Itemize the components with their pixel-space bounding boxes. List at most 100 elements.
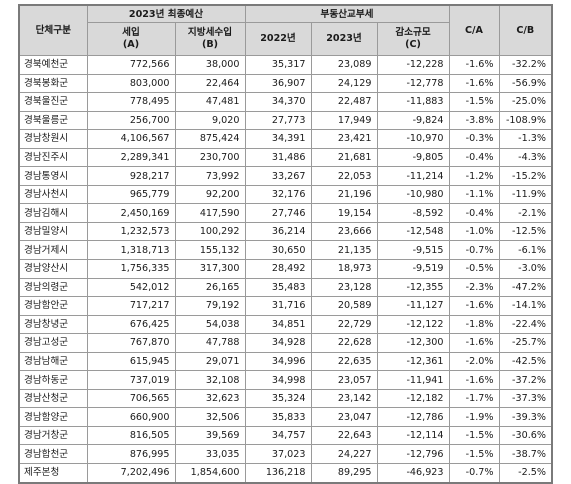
cell-2023: 23,666 (310, 221, 378, 242)
table-row: 경남산청군 706,565 32,623 35,324 23,142 -12,182 -1.… (18, 388, 553, 409)
cell-2022: 34,928 (244, 333, 312, 353)
cell-decrease: -11,941 (376, 370, 450, 390)
cell-cb: -14.1% (498, 296, 553, 316)
cell-2022: 34,996 (244, 351, 312, 372)
cell-revenue: 7,202,496 (86, 463, 176, 484)
row-name: 경남의령군 (18, 277, 88, 298)
table-row: 경남사천시 965,779 92,200 32,176 21,196 -10,980 -1.… (18, 184, 553, 205)
cell-2022: 34,998 (244, 370, 312, 390)
table-row: 경남거제시 1,318,713 155,132 30,650 21,135 -9,515-… (18, 240, 553, 261)
cell-decrease: -12,355 (376, 277, 450, 298)
cell-local-tax: 317,300 (174, 259, 246, 279)
cell-revenue: 1,232,573 (86, 221, 176, 242)
table-row: 경남창녕군 676,425 54,038 34,851 22,729 -12,122 -1.… (18, 314, 553, 335)
cell-ca: -0.3% (448, 129, 500, 149)
cell-decrease: -12,300 (376, 333, 450, 353)
cell-decrease: -12,114 (376, 425, 450, 446)
cell-local-tax: 79,192 (174, 296, 246, 316)
cell-cb: -56.9% (498, 73, 553, 94)
table-row: 경남김해시 2,450,169 417,590 27,746 19,154 -8,592-… (18, 203, 553, 223)
cell-decrease: -12,122 (376, 314, 450, 335)
cell-decrease: -12,182 (376, 388, 450, 409)
cell-cb: -47.2% (498, 277, 553, 298)
cell-local-tax: 47,481 (174, 92, 246, 112)
table-row: 경남함양군 660,900 32,506 35,833 23,047 -12,786 -1.… (18, 407, 553, 427)
row-name: 경남김해시 (18, 203, 88, 223)
cell-decrease: -12,778 (376, 73, 450, 94)
cell-decrease: -12,361 (376, 351, 450, 372)
cell-ca: -0.7% (448, 240, 500, 261)
cell-revenue: 1,756,335 (86, 259, 176, 279)
cell-decrease: -10,980 (376, 184, 450, 205)
cell-ca: -1.0% (448, 221, 500, 242)
table-row: 경남고성군 767,870 47,788 34,928 22,628 -12,300 -1.… (18, 333, 553, 353)
cell-decrease: -9,805 (376, 147, 450, 168)
table-row: 경남통영시 928,217 73,992 33,267 22,053 -11,214 -1.… (18, 166, 553, 186)
cell-ca: -0.4% (448, 203, 500, 223)
cell-local-tax: 875,424 (174, 129, 246, 149)
row-name: 제주본청 (18, 463, 88, 484)
cell-revenue: 816,505 (86, 425, 176, 446)
cell-local-tax: 100,292 (174, 221, 246, 242)
cell-2023: 22,635 (310, 351, 378, 372)
table-row: 경남함안군 717,217 79,192 31,716 20,589 -11,127 -1.… (18, 296, 553, 316)
cell-ca: -1.6% (448, 73, 500, 94)
cell-ca: -3.8% (448, 110, 500, 131)
cell-ca: -1.1% (448, 184, 500, 205)
cell-revenue: 615,945 (86, 351, 176, 372)
cell-revenue: 256,700 (86, 110, 176, 131)
cell-ca: -1.6% (448, 55, 500, 75)
table-row: 경남거창군 816,505 39,569 34,757 22,643 -12,114 -1.… (18, 425, 553, 446)
cell-2022: 37,023 (244, 444, 312, 465)
cell-ca: -0.5% (448, 259, 500, 279)
cell-2023: 23,142 (310, 388, 378, 409)
cell-cb: -39.3% (498, 407, 553, 427)
header-2023: 2023년 (310, 22, 378, 56)
cell-decrease: -11,127 (376, 296, 450, 316)
cell-local-tax: 73,992 (174, 166, 246, 186)
cell-2022: 30,650 (244, 240, 312, 261)
cell-2022: 35,483 (244, 277, 312, 298)
cell-cb: -6.1% (498, 240, 553, 261)
cell-cb: -22.4% (498, 314, 553, 335)
cell-2023: 21,681 (310, 147, 378, 168)
cell-2022: 31,716 (244, 296, 312, 316)
cell-2023: 23,057 (310, 370, 378, 390)
cell-2023: 20,589 (310, 296, 378, 316)
cell-ca: -1.8% (448, 314, 500, 335)
cell-cb: -1.3% (498, 129, 553, 149)
cell-2023: 22,729 (310, 314, 378, 335)
cell-local-tax: 47,788 (174, 333, 246, 353)
cell-2022: 35,317 (244, 55, 312, 75)
table-row: 경북봉화군 803,000 22,464 36,907 24,129 -12,778 -1.… (18, 73, 553, 94)
table-row: 경남양산시 1,756,335 317,300 28,492 18,973 -9,519-… (18, 259, 553, 279)
cell-revenue: 737,019 (86, 370, 176, 390)
row-name: 경남하동군 (18, 370, 88, 390)
cell-2022: 136,218 (244, 463, 312, 484)
table-row: 경북예천군 772,566 38,000 35,317 23,089 -12,228 -1.… (18, 55, 553, 75)
cell-local-tax: 1,854,600 (174, 463, 246, 484)
row-name: 경남함양군 (18, 407, 88, 427)
cell-revenue: 965,779 (86, 184, 176, 205)
cell-revenue: 706,565 (86, 388, 176, 409)
cell-2023: 89,295 (310, 463, 378, 484)
cell-local-tax: 22,464 (174, 73, 246, 94)
cell-cb: -32.2% (498, 55, 553, 75)
cell-local-tax: 9,020 (174, 110, 246, 131)
cell-cb: -30.6% (498, 425, 553, 446)
cell-2023: 23,089 (310, 55, 378, 75)
cell-2023: 22,643 (310, 425, 378, 446)
row-name: 경남고성군 (18, 333, 88, 353)
cell-cb: -2.1% (498, 203, 553, 223)
cell-2023: 22,487 (310, 92, 378, 112)
header-revenue: 세입 (A) (86, 22, 176, 56)
cell-2022: 34,851 (244, 314, 312, 335)
cell-2022: 27,746 (244, 203, 312, 223)
row-name: 경남거제시 (18, 240, 88, 261)
cell-2023: 23,128 (310, 277, 378, 298)
header-2022: 2022년 (244, 22, 312, 56)
cell-2023: 21,196 (310, 184, 378, 205)
cell-local-tax: 32,506 (174, 407, 246, 427)
cell-2022: 36,907 (244, 73, 312, 94)
table-row: 경남하동군 737,019 32,108 34,998 23,057 -11,941 -1.… (18, 370, 553, 390)
